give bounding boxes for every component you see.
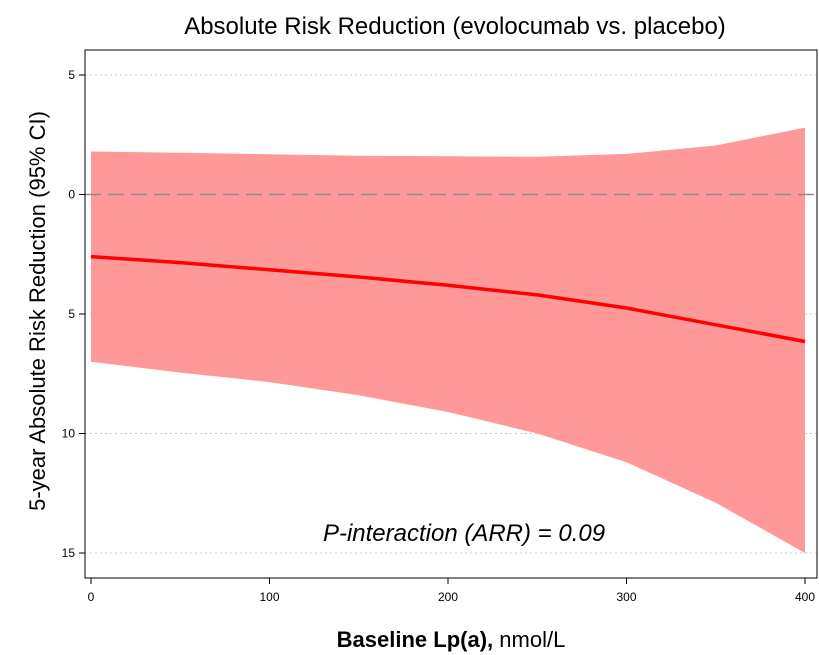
plot-frame [84, 49, 818, 579]
x-axis-ticks: 0 100 200 300 400 [88, 578, 815, 604]
x-tick-label: 200 [438, 590, 458, 604]
chart-title: Absolute Risk Reduction (evolocumab vs. … [184, 13, 726, 40]
x-axis-label-unit: nmol/L [493, 627, 565, 652]
y-tick-label: 10 [62, 427, 76, 441]
y-tick-label: 5 [68, 68, 75, 82]
confidence-band [91, 127, 805, 553]
x-axis-label: Baseline Lp(a), nmol/L [337, 627, 566, 652]
y-axis-ticks: 5 0 5 10 15 [62, 68, 85, 560]
p-interaction-annotation: P-interaction (ARR) = 0.09 [323, 520, 605, 547]
confidence-band-layer [91, 127, 805, 553]
estimate-line [90, 254, 806, 344]
y-tick-label: 15 [62, 546, 76, 560]
x-tick-label: 400 [795, 590, 815, 604]
y-axis-label: 5-year Absolute Risk Reduction (95% CI) [25, 111, 50, 511]
x-tick-label: 0 [88, 590, 95, 604]
y-tick-label: 0 [68, 188, 75, 202]
estimate-line-layer [90, 254, 806, 344]
x-tick-label: 300 [616, 590, 636, 604]
x-tick-label: 100 [259, 590, 279, 604]
x-axis-label-bold: Baseline Lp(a), [337, 627, 493, 652]
y-tick-label: 5 [68, 307, 75, 321]
